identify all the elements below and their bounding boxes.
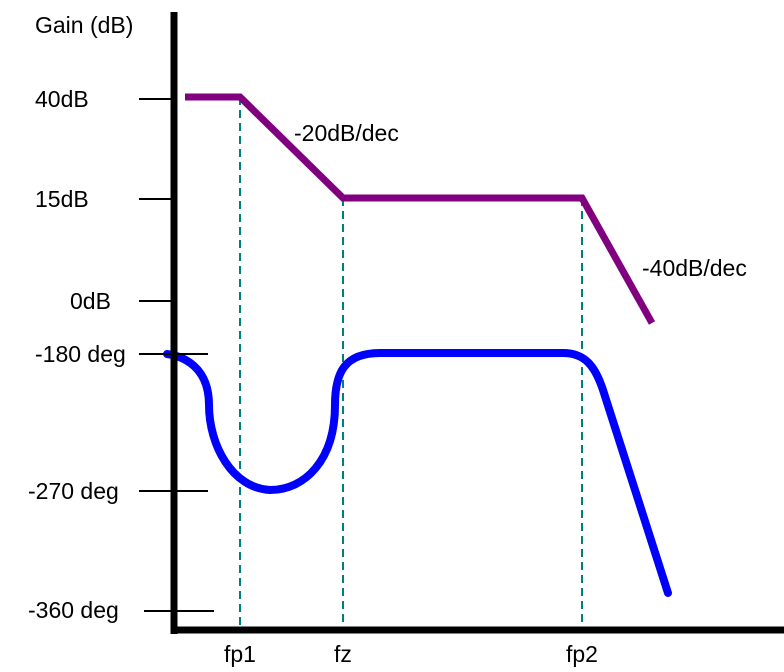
phase-tick-label-minus180: -180 deg bbox=[35, 341, 126, 367]
y-axis-title: Gain (dB) bbox=[35, 12, 133, 38]
slope-label-minus40: -40dB/dec bbox=[642, 255, 747, 281]
gain-tick-label-0db: 0dB bbox=[70, 288, 111, 314]
gain-tick-label-40db: 40dB bbox=[35, 86, 89, 112]
x-tick-label-fp1: fp1 bbox=[224, 641, 256, 667]
slope-label-minus20: -20dB/dec bbox=[294, 120, 399, 146]
gain-curve bbox=[185, 93, 656, 325]
gain-tick-label-15db: 15dB bbox=[35, 186, 89, 212]
phase-tick-label-minus360: -360 deg bbox=[28, 597, 119, 623]
phase-curve bbox=[163, 349, 672, 597]
phase-tick-label-minus270: -270 deg bbox=[28, 478, 119, 504]
x-tick-label-fz: fz bbox=[334, 641, 352, 667]
x-tick-label-fp2: fp2 bbox=[566, 641, 598, 667]
